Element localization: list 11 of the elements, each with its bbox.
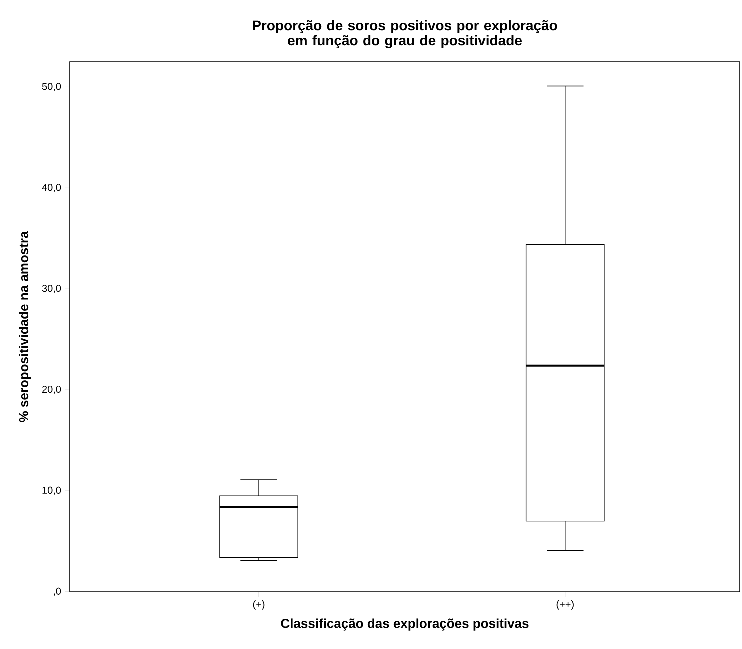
- y-tick-label: 10,0: [42, 486, 62, 496]
- y-tick-label: 20,0: [42, 386, 62, 394]
- y-tick-label: 50,0: [42, 83, 62, 92]
- y-axis-title: % seropositividade na amostra: [19, 231, 32, 422]
- y-tick-label: 40,0: [42, 184, 62, 192]
- x-tick-label: (++): [556, 600, 574, 610]
- chart-title: Proporção de soros positivos por exploração em função do grau de positividade: [253, 20, 558, 48]
- x-axis-title: Classificação das explorações positivas: [281, 618, 529, 631]
- y-tick-label: ,0: [54, 588, 62, 596]
- y-tick-label: 30,0: [42, 285, 62, 294]
- x-tick-label: (+): [253, 600, 265, 610]
